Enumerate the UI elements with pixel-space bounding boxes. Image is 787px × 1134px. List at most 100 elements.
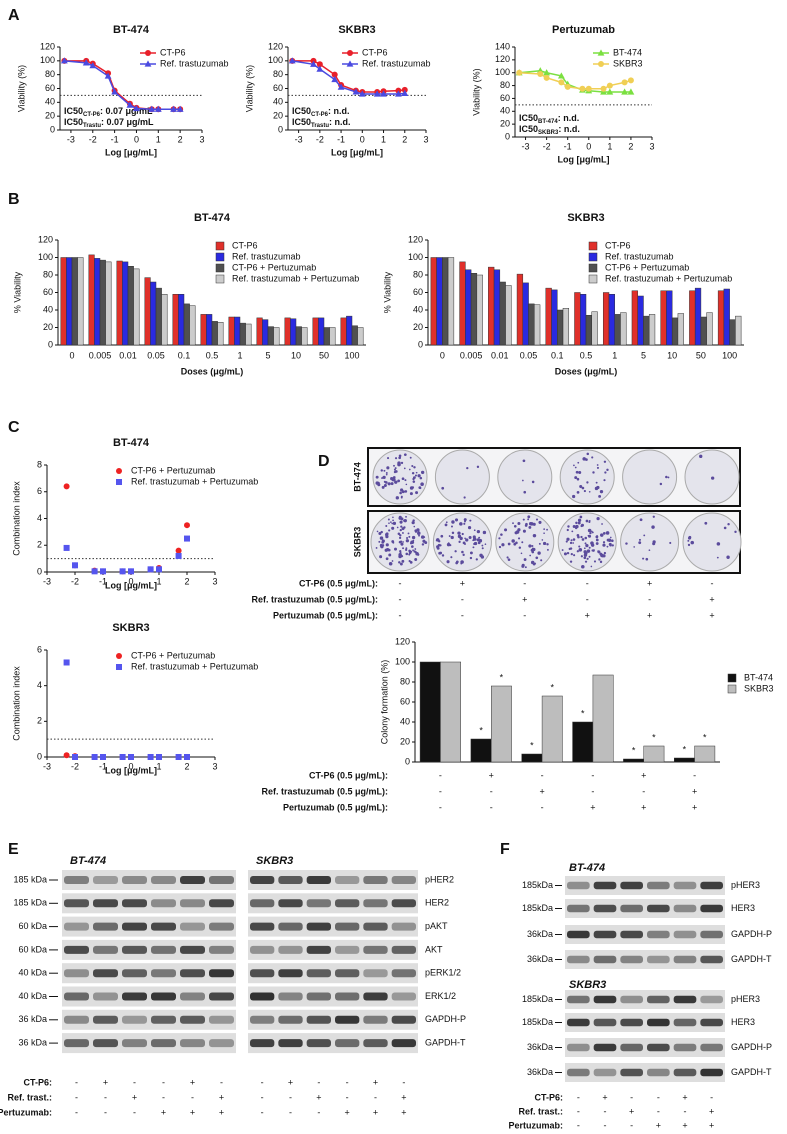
colony (585, 543, 589, 548)
colony (455, 560, 459, 564)
blot-band (64, 922, 89, 931)
well (620, 512, 680, 572)
colony (397, 461, 401, 465)
treatment-sign: + (647, 578, 652, 588)
blot-band (593, 1018, 617, 1027)
blot-band (93, 922, 118, 931)
blot-band (700, 1018, 723, 1027)
colony (667, 476, 670, 479)
colony (588, 490, 591, 493)
colony (565, 540, 568, 543)
colony (605, 531, 610, 535)
condition-sign: - (577, 1120, 580, 1130)
colony (591, 549, 594, 552)
bar (228, 316, 235, 346)
y-axis-label: Combination index (11, 666, 21, 741)
y-tick-label: 100 (268, 55, 283, 65)
legend-swatch (588, 274, 598, 284)
colony (699, 454, 703, 459)
blot-band (180, 899, 205, 908)
colony (448, 535, 451, 538)
x-tick-label: 5 (641, 350, 646, 360)
y-tick-label: 80 (500, 80, 510, 90)
bar (189, 305, 196, 346)
bar (273, 327, 280, 346)
x-tick-label: -2 (89, 134, 97, 144)
blot-strip (62, 870, 236, 890)
colony (603, 460, 607, 463)
colony (385, 557, 389, 561)
colony (375, 547, 378, 549)
colony (596, 464, 599, 466)
protein-label: HER3 (731, 1017, 755, 1027)
legend-label: Ref. trastuzumab (362, 58, 431, 68)
legend-label: SKBR3 (744, 683, 774, 693)
data-point (63, 544, 70, 551)
y-tick-label: 120 (408, 234, 423, 244)
colony (587, 528, 592, 533)
blot-band (700, 904, 723, 913)
colony (607, 538, 612, 542)
annotation-rest: : n.d. (328, 106, 350, 116)
colony (467, 526, 472, 530)
bar (723, 288, 730, 346)
legend-swatch (215, 263, 225, 273)
blot-band (122, 876, 147, 884)
colony (532, 533, 537, 538)
colony (388, 522, 390, 524)
x-axis-label: Log [μg/mL] (105, 147, 157, 157)
y-tick-label: 20 (43, 322, 53, 332)
colony (411, 535, 416, 540)
blot-band (151, 1015, 176, 1024)
colony (401, 477, 405, 481)
colony (462, 553, 465, 557)
legend-label: CT-P6 (232, 240, 258, 250)
colony (408, 553, 411, 556)
colony (517, 537, 521, 540)
colony (586, 481, 589, 484)
blot-band (391, 1039, 416, 1048)
colony (521, 564, 525, 568)
colony (638, 538, 641, 541)
blot-band (151, 969, 176, 978)
x-tick-label: 50 (696, 350, 706, 360)
blot-band (647, 1043, 670, 1052)
x-tick-label: 1 (156, 134, 161, 144)
colony (588, 534, 592, 538)
colony (511, 539, 515, 543)
blot-band (335, 922, 360, 931)
colony (400, 488, 404, 492)
condition-sign: - (604, 1106, 607, 1116)
treatment-sign: - (461, 610, 464, 620)
blot-band (278, 945, 303, 954)
colony (403, 453, 407, 457)
annotation: IC50CT-P6: 0.07 μg/mL (64, 106, 153, 117)
data-point (175, 547, 182, 554)
bar (267, 326, 274, 346)
bar (623, 758, 645, 763)
colony (604, 471, 607, 474)
x-tick-label: -3 (43, 761, 51, 771)
blot-band (567, 1043, 590, 1052)
blot-strip (565, 950, 725, 969)
bar (735, 315, 742, 346)
condition-sign: - (162, 1092, 165, 1102)
bar (592, 674, 614, 763)
blot-band (209, 899, 234, 908)
condition-sign: - (75, 1092, 78, 1102)
blot-band (306, 969, 331, 978)
blot-band (593, 1068, 617, 1077)
colony (602, 531, 606, 535)
data-point (627, 88, 635, 95)
blot-band (306, 876, 331, 884)
colony (419, 487, 422, 490)
treatment-label: CT-P6 (0.5 μg/mL): (309, 770, 388, 780)
colony (386, 466, 390, 470)
colony (459, 536, 463, 541)
legend-label: CT-P6 + Pertuzumab (131, 465, 215, 475)
data-point (380, 90, 387, 97)
marker-label: 60 kDa (18, 944, 47, 954)
colony (566, 551, 570, 555)
colony (592, 471, 595, 474)
marker-label: 36 kDa (18, 1037, 47, 1047)
